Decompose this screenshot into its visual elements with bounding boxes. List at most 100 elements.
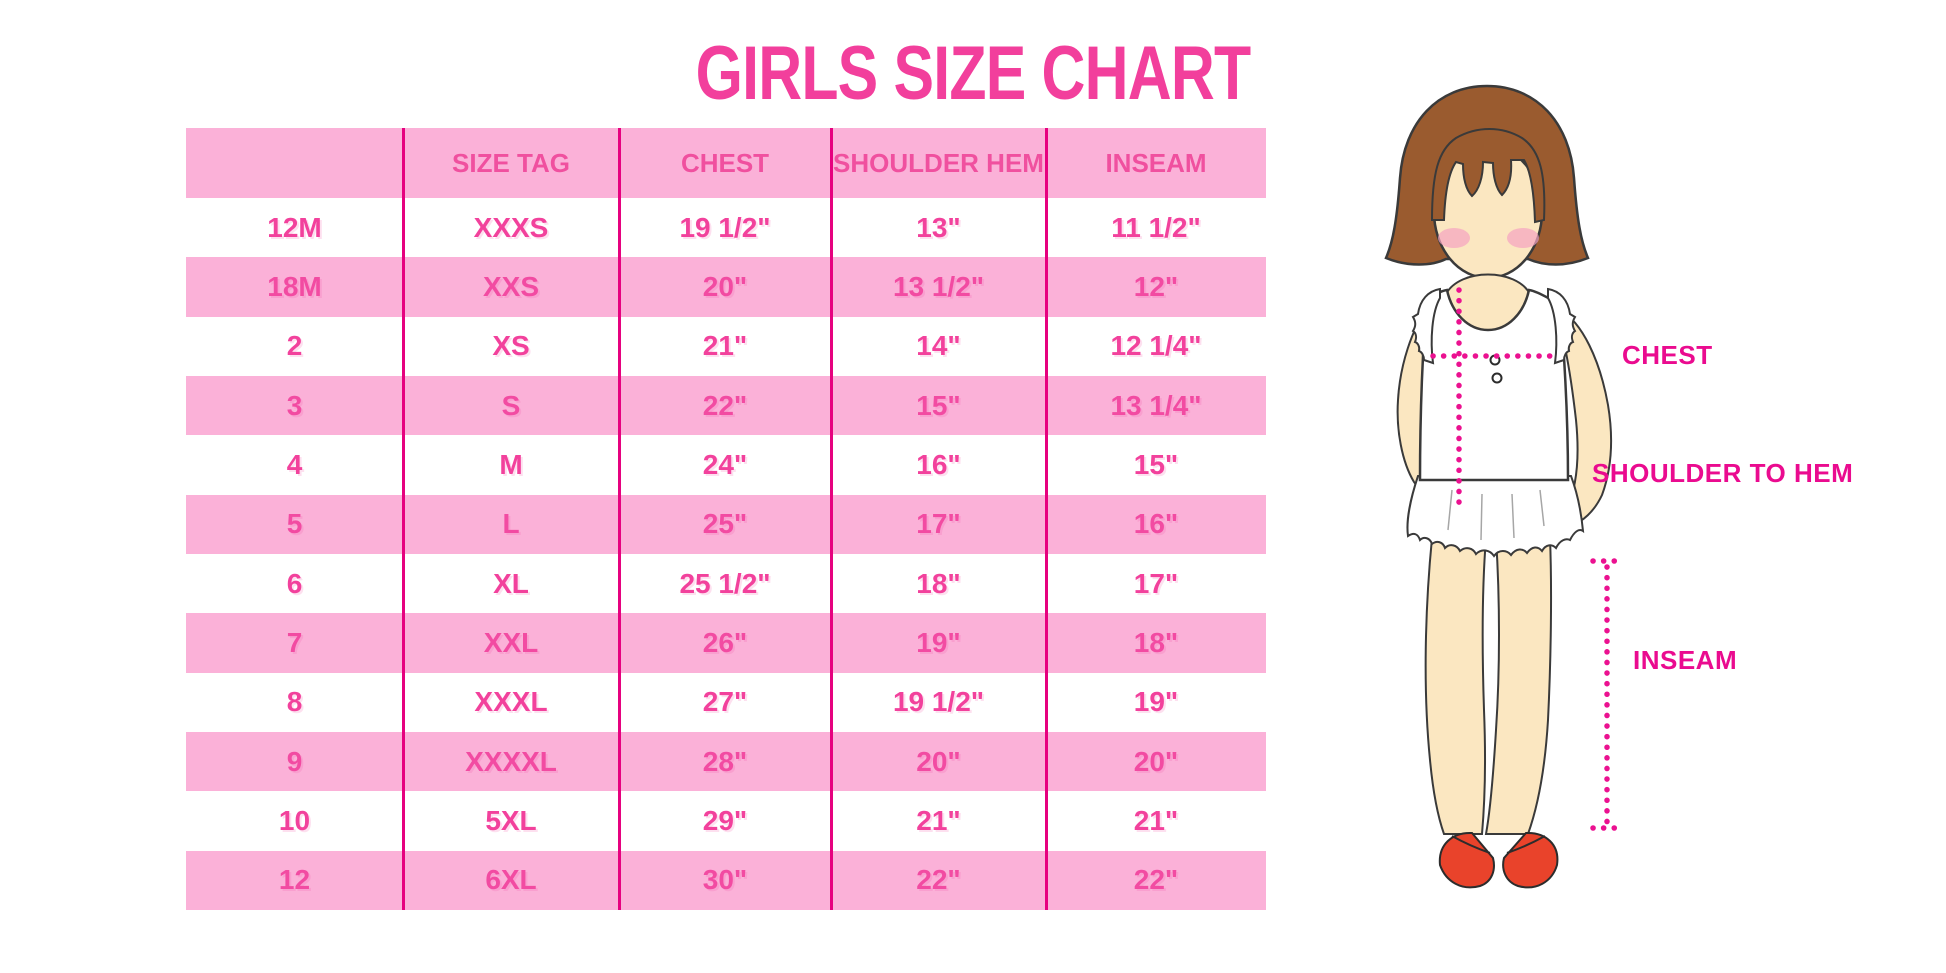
table-cell: S xyxy=(501,389,521,421)
girl-skirt-ruffle xyxy=(1406,475,1585,558)
table-row: 12 6XL 30" 22" 22" xyxy=(186,850,1266,910)
table-cell: 16" xyxy=(1133,508,1179,540)
table-cell: 12 1/4" xyxy=(1110,330,1202,362)
page-title: GIRLS SIZE CHART xyxy=(695,31,1251,116)
table-cell: 3 xyxy=(286,389,303,421)
table-cell: 12 xyxy=(278,864,311,896)
table-cell: 7 xyxy=(286,626,303,658)
table-row: 12M XXXS 19 1/2" 13" 11 1/2" xyxy=(186,198,1266,258)
table-cell: 19 1/2" xyxy=(892,686,985,718)
table-header-cell-chest: CHEST xyxy=(680,147,770,178)
inseam-label: INSEAM xyxy=(1633,645,1738,675)
table-cell: 14" xyxy=(916,330,961,362)
table-cell: 10 xyxy=(278,804,311,836)
table-cell: 18M xyxy=(267,270,322,302)
table-row: 4 M 24" 16" 15" xyxy=(186,435,1266,495)
table-header-cell-size-tag: SIZE TAG xyxy=(452,147,570,178)
table-cell: 15" xyxy=(1133,448,1179,480)
table-header-cell-size xyxy=(186,128,403,198)
table-cell: 11 1/2" xyxy=(1111,211,1201,243)
table-cell: 20" xyxy=(916,745,961,777)
table-cell: 19" xyxy=(1133,686,1179,718)
girl-blush-right xyxy=(1507,228,1539,248)
table-cell: 21" xyxy=(1133,804,1179,836)
table-cell: 19" xyxy=(916,626,961,658)
table-cell: XXXL xyxy=(474,686,548,718)
table-cell: M xyxy=(499,448,523,480)
table-row: 7 XXL 26" 19" 18" xyxy=(186,613,1266,673)
table-cell: 27" xyxy=(702,686,748,718)
table-cell: 26" xyxy=(702,626,748,658)
table-cell: 18" xyxy=(1133,626,1179,658)
table-cell: L xyxy=(502,508,520,540)
girl-button-bottom xyxy=(1491,372,1503,384)
table-cell: 18" xyxy=(916,567,961,599)
table-cell: 24" xyxy=(702,448,748,480)
table-cell: XL xyxy=(493,567,529,599)
shoulder-to-hem-label: SHOULDER TO HEM xyxy=(1592,458,1854,488)
girl-left-leg xyxy=(1424,537,1488,835)
girl-right-shoe xyxy=(1502,831,1559,889)
table-cell: 17" xyxy=(1133,567,1179,599)
table-cell: 13" xyxy=(916,211,961,243)
table-cell: 2 xyxy=(286,330,303,362)
table-cell: 12" xyxy=(1133,270,1179,302)
table-cell: 22" xyxy=(702,389,748,421)
table-cell: 28" xyxy=(702,745,748,777)
column-divider xyxy=(402,128,405,910)
table-cell: 20" xyxy=(1133,745,1179,777)
size-table: SIZE TAG CHEST SHOULDER HEM INSEAM 12M XX… xyxy=(186,128,1266,910)
table-cell: 6 xyxy=(286,567,303,599)
table-cell: 21" xyxy=(916,804,961,836)
table-cell: 4 xyxy=(286,448,303,480)
girl-bodice xyxy=(1418,288,1570,482)
table-row: 18M XXS 20" 13 1/2" 12" xyxy=(186,257,1266,317)
girl-illustration xyxy=(1384,84,1624,889)
table-cell: 22" xyxy=(1133,864,1179,896)
table-row: 9 XXXXL 28" 20" 20" xyxy=(186,731,1266,792)
table-header-cell-inseam: INSEAM xyxy=(1105,147,1207,178)
table-cell: 25 1/2" xyxy=(679,567,771,599)
table-header-row: SIZE TAG CHEST SHOULDER HEM INSEAM xyxy=(186,128,1266,198)
table-cell: XXXXL xyxy=(465,745,557,777)
girl-left-shoe-strap xyxy=(1451,835,1491,854)
table-cell: XS xyxy=(492,330,530,362)
table-cell: XXXS xyxy=(473,211,549,243)
table-row: 8 XXXL 27" 19 1/2" 19" xyxy=(186,672,1266,732)
table-header-cell-shoulder-hem: SHOULDER HEM xyxy=(833,147,1044,178)
girl-skirt-fold-lines xyxy=(1447,489,1545,541)
table-cell: 13 1/4" xyxy=(1110,389,1202,421)
girl-right-arm xyxy=(1556,308,1613,527)
table-row: 6 XL 25 1/2" 18" 17" xyxy=(186,553,1266,614)
table-row: 10 5XL 29" 21" 21" xyxy=(186,791,1266,851)
table-cell: 8 xyxy=(286,686,303,718)
table-row: 2 XS 21" 14" 12 1/4" xyxy=(186,316,1266,376)
table-cell: 17" xyxy=(916,508,961,540)
table-cell: 6XL xyxy=(485,864,537,896)
table-cell: 5XL xyxy=(485,804,537,836)
table-cell: 30" xyxy=(702,864,748,896)
girl-left-shoulder-ruffle xyxy=(1411,287,1441,365)
table-cell: 16" xyxy=(916,448,961,480)
table-cell: 22" xyxy=(916,864,961,896)
column-divider xyxy=(1045,128,1048,910)
table-cell: 20" xyxy=(702,270,748,302)
table-cell: 19 1/2" xyxy=(679,211,771,243)
table-cell: XXS xyxy=(482,270,540,302)
table-cell: 9 xyxy=(286,745,303,777)
table-cell: 25" xyxy=(702,508,748,540)
girl-left-shoe xyxy=(1438,831,1495,889)
table-row: 5 L 25" 17" 16" xyxy=(186,494,1266,554)
table-cell: 21" xyxy=(702,330,748,362)
girl-blush-left xyxy=(1438,228,1470,248)
table-cell: XXL xyxy=(483,626,539,658)
girl-right-leg xyxy=(1484,537,1553,835)
table-cell: 15" xyxy=(916,389,961,421)
table-cell: 12M xyxy=(267,211,322,243)
girl-right-shoulder-ruffle xyxy=(1547,287,1577,365)
column-divider xyxy=(618,128,621,910)
column-divider xyxy=(830,128,833,910)
table-row: 3 S 22" 15" 13 1/4" xyxy=(186,375,1266,436)
chest-label: CHEST xyxy=(1622,340,1713,370)
